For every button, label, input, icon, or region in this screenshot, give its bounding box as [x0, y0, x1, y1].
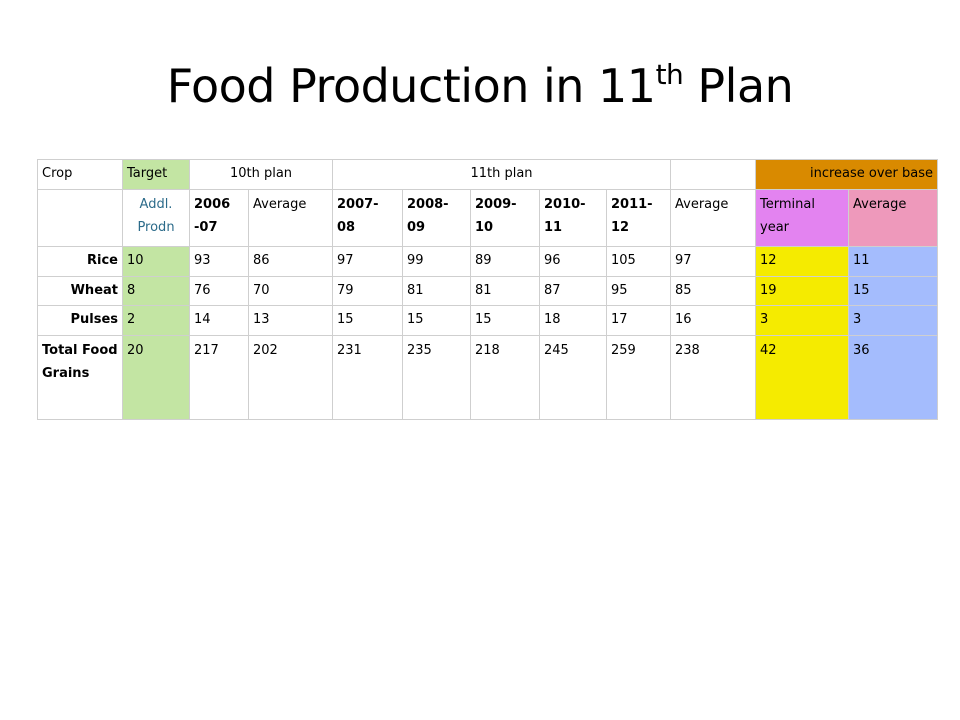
subheader-2009-10: 2009- 10	[470, 188, 540, 247]
table-cell: 259	[606, 335, 671, 420]
terminal-year-cell: 19	[755, 275, 849, 307]
table-row: Pulses 2 14 13 15 15 15 18 17 16 3 3	[37, 305, 939, 336]
subheader-2011-12: 2011- 12	[606, 188, 671, 247]
header-crop: Crop	[37, 159, 123, 190]
header-10th-plan: 10th plan	[189, 159, 333, 190]
increase-average-cell: 3	[847, 305, 939, 336]
table-cell: 86	[248, 245, 333, 277]
food-production-table: Crop Target 10th plan 11th plan increase…	[37, 159, 939, 420]
terminal-year-cell: 42	[755, 335, 849, 420]
header-row-2: Addl. Prodn 2006 -07 Average 2007- 08 20…	[37, 188, 939, 247]
header-blank	[670, 159, 756, 190]
subheader-2010-11: 2010- 11	[539, 188, 607, 247]
crop-label: Pulses	[37, 305, 123, 336]
subheader-addl-prodn: Addl. Prodn	[122, 188, 190, 247]
table-row: Wheat 8 76 70 79 81 81 87 95 85 19 15	[37, 275, 939, 307]
table-cell: 235	[402, 335, 471, 420]
table-cell: 238	[670, 335, 756, 420]
target-cell: 2	[122, 305, 190, 336]
table-cell: 81	[470, 275, 540, 307]
table-cell: 18	[539, 305, 607, 336]
table-cell: 231	[332, 335, 403, 420]
table-cell: 97	[670, 245, 756, 277]
header-11th-plan: 11th plan	[332, 159, 671, 190]
subheader-2008-09: 2008- 09	[402, 188, 471, 247]
crop-label: Wheat	[37, 275, 123, 307]
table-cell: 15	[470, 305, 540, 336]
table-row: Rice 10 93 86 97 99 89 96 105 97 12 11	[37, 245, 939, 277]
increase-average-cell: 15	[847, 275, 939, 307]
target-cell: 20	[122, 335, 190, 420]
table-row: Total Food Grains 20 217 202 231 235 218…	[37, 335, 939, 420]
table-cell: 95	[606, 275, 671, 307]
table-cell: 97	[332, 245, 403, 277]
terminal-year-cell: 3	[755, 305, 849, 336]
subheader-11th-average: Average	[670, 188, 756, 247]
table-cell: 85	[670, 275, 756, 307]
table-cell: 105	[606, 245, 671, 277]
table-cell: 81	[402, 275, 471, 307]
target-cell: 8	[122, 275, 190, 307]
title-main: Food Production in 11	[166, 59, 656, 113]
table-cell: 76	[189, 275, 249, 307]
table-cell: 17	[606, 305, 671, 336]
header-row-1: Crop Target 10th plan 11th plan increase…	[37, 159, 939, 190]
subheader-10th-average: Average	[248, 188, 333, 247]
terminal-year-cell: 12	[755, 245, 849, 277]
increase-average-cell: 11	[847, 245, 939, 277]
table-cell: 245	[539, 335, 607, 420]
table-cell: 93	[189, 245, 249, 277]
target-cell: 10	[122, 245, 190, 277]
table-cell: 16	[670, 305, 756, 336]
title-tail: Plan	[683, 59, 794, 113]
table-cell: 87	[539, 275, 607, 307]
table-cell: 79	[332, 275, 403, 307]
subheader-2007-08: 2007- 08	[332, 188, 403, 247]
subheader-terminal-year: Terminal year	[755, 188, 849, 247]
table-cell: 96	[539, 245, 607, 277]
table-cell: 15	[332, 305, 403, 336]
table-cell: 89	[470, 245, 540, 277]
table-cell: 218	[470, 335, 540, 420]
table-cell: 99	[402, 245, 471, 277]
subheader-cell	[37, 188, 123, 247]
title-superscript: th	[655, 58, 684, 91]
crop-label: Total Food Grains	[37, 335, 123, 420]
subheader-increase-average: Average	[847, 188, 939, 247]
table-cell: 217	[189, 335, 249, 420]
header-target: Target	[122, 159, 190, 190]
header-increase-over-base: increase over base	[754, 159, 939, 190]
increase-average-cell: 36	[847, 335, 939, 420]
table-cell: 14	[189, 305, 249, 336]
slide-title: Food Production in 11th Plan	[0, 58, 960, 113]
table-cell: 13	[248, 305, 333, 336]
crop-label: Rice	[37, 245, 123, 277]
table-cell: 202	[248, 335, 333, 420]
table-cell: 15	[402, 305, 471, 336]
subheader-2006-07: 2006 -07	[189, 188, 249, 247]
table-cell: 70	[248, 275, 333, 307]
